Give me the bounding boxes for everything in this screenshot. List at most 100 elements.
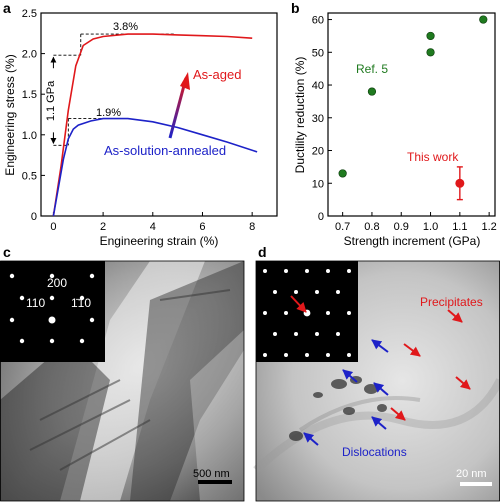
dislocation-contrast	[331, 379, 347, 389]
label-precipitates: Precipitates	[420, 295, 483, 309]
diffraction-spot	[263, 269, 267, 273]
transition-arrowhead	[180, 72, 190, 90]
dislocation-arrow	[373, 382, 389, 396]
diffraction-spot	[315, 290, 319, 294]
diffraction-spot	[294, 290, 298, 294]
x-tick-label: 8	[249, 221, 255, 233]
scale-bar-c	[198, 480, 232, 484]
dislocation-arrow	[303, 432, 319, 446]
y-tick-label: 2.0	[22, 49, 37, 61]
transition-arrow	[168, 77, 188, 139]
scatter-point	[367, 87, 377, 96]
diffraction-spot	[9, 273, 15, 279]
dislocation-contrast	[377, 404, 387, 412]
annotation-aged-strain: 3.8%	[113, 21, 138, 33]
precipitate-arrow	[403, 343, 421, 357]
spot-label-110: 110	[26, 296, 45, 310]
precipitate-arrow	[390, 407, 406, 421]
diffraction-spot	[284, 311, 288, 315]
diffraction-spot	[326, 269, 330, 273]
y-tick-label: 60	[312, 15, 324, 27]
diffraction-spot	[294, 332, 298, 336]
series-line-as-solution-annealed	[52, 117, 258, 217]
diffraction-spot	[79, 295, 85, 301]
dislocation-contrast	[289, 431, 303, 441]
diffraction-spot	[284, 353, 288, 357]
y-tick-label: 10	[312, 178, 324, 190]
diffraction-spot	[49, 295, 55, 301]
diffraction-spot	[89, 273, 95, 279]
diffraction-spot	[263, 353, 267, 357]
dislocation-contrast	[313, 392, 323, 398]
x-axis-label: Strength increment (GPa)	[344, 234, 481, 248]
diffraction-spot	[263, 311, 267, 315]
diffraction-spot	[336, 290, 340, 294]
scatter-point	[455, 178, 465, 188]
scatter-point	[338, 169, 347, 178]
y-tick-label: 1.5	[22, 89, 37, 101]
diffraction-spot	[336, 332, 340, 336]
y-tick-label: 50	[312, 47, 324, 59]
diffraction-spot	[284, 269, 288, 273]
x-axis-label: Engineering strain (%)	[100, 234, 219, 248]
panel-label-d: d	[258, 244, 267, 260]
spot-label-1-10: 1̄10	[71, 296, 91, 310]
precipitate-arrow	[455, 376, 471, 390]
dislocation-arrow	[371, 416, 387, 430]
y-tick-label: 30	[312, 113, 324, 125]
x-tick-label: 0.8	[364, 221, 379, 233]
x-tick-label: 0.9	[394, 221, 409, 233]
diffraction-spot	[305, 353, 309, 357]
y-axis-label: Engineering stress (%)	[3, 54, 17, 175]
x-tick-label: 6	[199, 221, 205, 233]
diffraction-spot	[89, 317, 95, 323]
y-tick-label: 0	[31, 211, 37, 223]
diffraction-spot	[48, 316, 56, 324]
annotation-strength-gap: 1.1 GPa	[45, 80, 57, 121]
y-tick-label: 0	[318, 211, 324, 223]
diffraction-spot	[273, 332, 277, 336]
diffraction-spot	[315, 332, 319, 336]
scatter-point	[479, 15, 488, 24]
legend-as-solution-annealed: As-solution-annealed	[104, 143, 226, 158]
scatter-point	[426, 31, 435, 41]
x-tick-label: 0.7	[335, 221, 350, 233]
label-dislocations: Dislocations	[342, 445, 407, 459]
spot-label-200: 200	[47, 276, 67, 290]
scale-text-c: 500 nm	[193, 468, 230, 480]
y-tick-label: 0.5	[22, 170, 37, 182]
y-axis-label: Ductility reduction (%)	[293, 57, 307, 174]
diffraction-spot	[19, 338, 25, 344]
diffraction-spot	[9, 317, 15, 323]
x-tick-label: 1.2	[481, 221, 496, 233]
panel-label-a: a	[3, 0, 11, 16]
diffraction-spot	[49, 338, 55, 344]
x-tick-label: 1.0	[423, 221, 438, 233]
diffraction-spot	[326, 311, 330, 315]
diffraction-spot	[49, 273, 55, 279]
x-tick-label: 0	[50, 221, 56, 233]
x-tick-label: 1.1	[452, 221, 467, 233]
plot-frame	[40, 12, 278, 217]
scale-text-d: 20 nm	[456, 468, 487, 480]
diffraction-inset-c: 200 110 1̄10	[0, 261, 105, 362]
dislocation-arrow	[342, 369, 358, 383]
diffraction-spot	[19, 295, 25, 301]
scale-bar-d	[460, 482, 492, 486]
y-tick-label: 1.0	[22, 130, 37, 142]
stress-strain-chart: 0 2 4 6 8 0 0.5 1.0 1.5 2.0 2.5 As-aged As-solutio…	[3, 8, 278, 248]
diffraction-spot	[305, 269, 309, 273]
legend-as-aged: As-aged	[193, 67, 241, 82]
x-tick-label: 2	[100, 221, 106, 233]
dislocation-contrast	[343, 407, 355, 415]
diffraction-spot	[273, 290, 277, 294]
diffraction-spot	[347, 353, 351, 357]
diffraction-inset-d	[256, 261, 358, 362]
ductility-scatter-chart: 0.7 0.8 0.9 1.0 1.1 1.2 0 10 20 30 40 50 60 Ref. 5 T…	[293, 12, 497, 248]
inset-arrow	[290, 295, 307, 313]
scatter-point	[426, 48, 435, 57]
panel-label-b: b	[291, 0, 300, 16]
y-tick-label: 40	[312, 80, 324, 92]
x-tick-label: 4	[150, 221, 156, 233]
